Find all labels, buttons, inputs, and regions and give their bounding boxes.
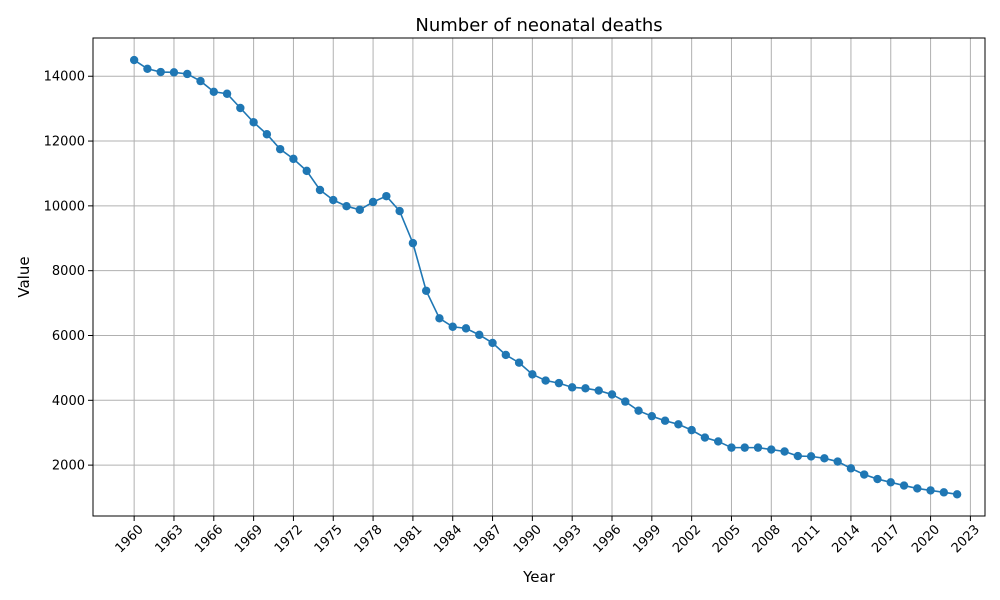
data-point [435, 314, 444, 323]
data-point [607, 390, 617, 399]
data-point [514, 358, 524, 367]
data-point [687, 425, 696, 435]
data-point [860, 470, 869, 479]
data-point [528, 370, 537, 379]
y-tick-label: 14000 [44, 70, 85, 85]
data-point [196, 76, 205, 86]
data-point [581, 384, 590, 393]
data-point [156, 67, 165, 77]
data-point [289, 154, 298, 164]
y-tick-label: 4000 [52, 394, 85, 409]
data-point [488, 338, 497, 348]
data-point [355, 205, 365, 214]
data-point [143, 64, 152, 73]
data-point [753, 443, 763, 452]
data-point [660, 416, 670, 425]
data-point [806, 452, 816, 461]
data-point [846, 464, 856, 473]
y-tick-label: 12000 [44, 135, 85, 150]
data-point [129, 55, 139, 65]
plot-frame [92, 37, 986, 517]
data-point [395, 206, 404, 216]
data-point [475, 330, 484, 340]
data-point [939, 488, 949, 497]
data-point [873, 474, 882, 484]
data-point [820, 454, 829, 463]
data-point [767, 445, 776, 454]
data-point [183, 69, 192, 79]
data-point [833, 457, 842, 466]
data-point [952, 490, 962, 499]
data-point [674, 420, 683, 429]
data-point [647, 411, 657, 421]
y-tick-label: 8000 [52, 264, 85, 279]
data-point [222, 89, 232, 98]
y-axis: 2000 4000 6000 8000 10000 12000 14000 [44, 70, 93, 474]
data-point [342, 201, 351, 211]
series-line-group [129, 55, 962, 499]
data-point [209, 87, 218, 96]
data-point [275, 144, 285, 154]
data-point [727, 443, 736, 452]
data-point [448, 322, 457, 331]
data-point [368, 197, 378, 207]
data-point [913, 484, 922, 493]
data-point [740, 443, 749, 452]
data-point [634, 406, 643, 415]
chart-title: Number of neonatal deaths [415, 15, 662, 36]
data-point [886, 478, 895, 487]
data-point [461, 324, 471, 333]
data-point [421, 286, 431, 295]
data-point [315, 185, 325, 195]
data-point [541, 376, 550, 385]
data-point [926, 486, 935, 495]
data-point [501, 350, 511, 360]
data-point [302, 166, 311, 176]
data-point [329, 195, 338, 205]
y-tick-label: 10000 [44, 199, 85, 214]
data-point [899, 481, 909, 490]
y-axis-title: Value [15, 256, 33, 297]
y-tick-label: 6000 [52, 329, 85, 344]
x-axis-title: Year [522, 568, 556, 586]
data-point [621, 397, 630, 406]
data-point [262, 130, 272, 139]
data-point [554, 378, 564, 388]
data-point [236, 103, 245, 113]
data-point [780, 447, 789, 456]
data-point [594, 386, 603, 395]
data-point [382, 191, 391, 201]
data-point [169, 68, 179, 77]
data-point [567, 383, 577, 392]
data-point [249, 118, 258, 127]
data-point [713, 437, 723, 446]
data-point [408, 238, 418, 248]
data-point [793, 451, 803, 461]
data-point [700, 433, 710, 442]
y-tick-label: 2000 [52, 459, 85, 474]
